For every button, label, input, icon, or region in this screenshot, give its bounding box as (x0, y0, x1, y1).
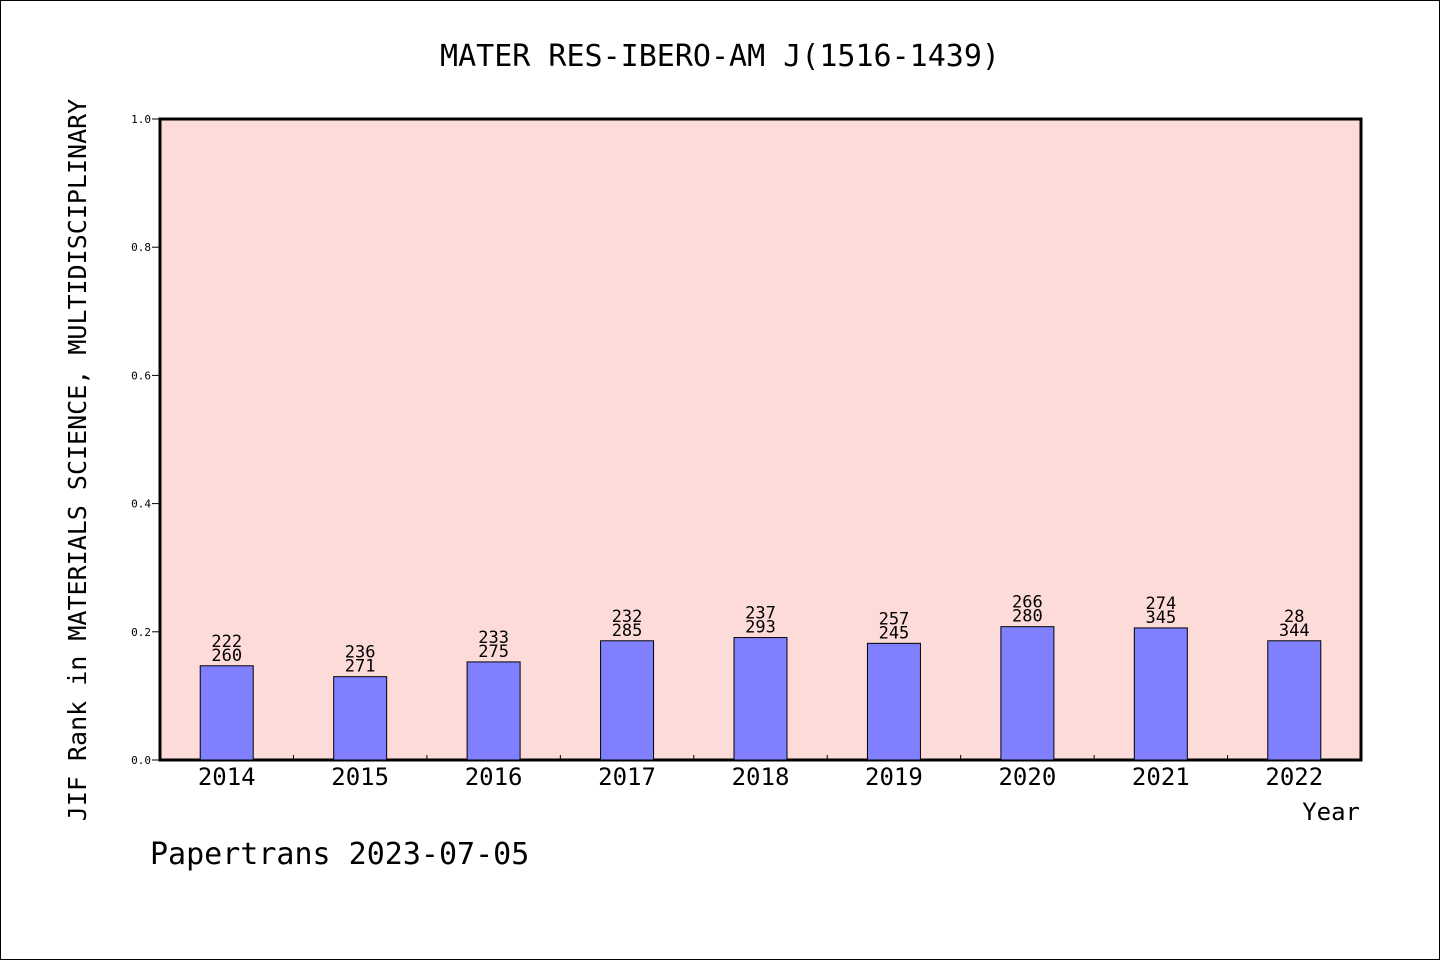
bar-label-total: 245 (879, 623, 910, 643)
x-tick-label: 2021 (1132, 763, 1190, 791)
bar (866, 642, 921, 761)
x-tick-label: 2015 (331, 763, 389, 791)
x-axis-title: Year (1302, 798, 1360, 826)
bar-label-total: 293 (745, 618, 776, 638)
bar-label-rank: 222 (211, 632, 242, 652)
x-tick-label: 2018 (732, 763, 790, 791)
bar (333, 676, 388, 761)
y-tick-label: 0.2 (131, 626, 151, 639)
y-tick-label: 0.6 (131, 369, 151, 382)
bar-label-rank: 233 (478, 628, 509, 648)
x-tick-label: 2014 (198, 763, 256, 791)
y-axis: 0.0 0.2 0.4 0.6 0.8 1.0 (131, 113, 160, 767)
bar-label-total: 275 (478, 642, 509, 662)
bar (466, 661, 521, 761)
bar (1133, 627, 1188, 761)
x-tick-label: 2019 (865, 763, 923, 791)
x-tick-label: 2016 (465, 763, 523, 791)
bar-label-rank: 236 (345, 643, 376, 663)
bar-label-rank: 237 (745, 604, 776, 624)
bar-label-rank: 257 (879, 609, 910, 629)
x-axis: 2014 2015 2016 2017 2018 2019 2020 2021 2022 (198, 755, 1323, 791)
bar (600, 640, 655, 761)
bar-label-total: 280 (1012, 607, 1043, 627)
x-tick-label: 2020 (998, 763, 1056, 791)
chart-title: MATER RES-IBERO-AM J(1516-1439) (440, 39, 1000, 74)
bar-label-total: 344 (1279, 621, 1310, 641)
bar-label-rank: 28 (1284, 607, 1304, 627)
bar (199, 665, 254, 761)
bar (1267, 640, 1322, 761)
y-axis-title: JIF Rank in MATERIALS SCIENCE, MULTIDISC… (63, 99, 92, 821)
bar (733, 637, 788, 761)
bar-label-rank: 232 (612, 607, 643, 627)
y-tick-label: 0.8 (131, 241, 151, 254)
x-tick-label: 2022 (1265, 763, 1323, 791)
bar-label-total: 260 (211, 646, 242, 666)
bar-label-rank: 274 (1145, 594, 1176, 614)
y-tick-label: 0.4 (131, 498, 151, 511)
bar-label-total: 271 (345, 657, 376, 677)
footer-credit: Papertrans 2023-07-05 (150, 837, 529, 872)
y-tick-label: 1.0 (131, 113, 151, 126)
bar-label-rank: 266 (1012, 593, 1043, 613)
bar-label-total: 285 (612, 621, 643, 641)
y-tick-label: 0.0 (131, 754, 151, 767)
bar-label-total: 345 (1145, 608, 1176, 628)
bar (1000, 626, 1055, 761)
x-tick-label: 2017 (598, 763, 656, 791)
